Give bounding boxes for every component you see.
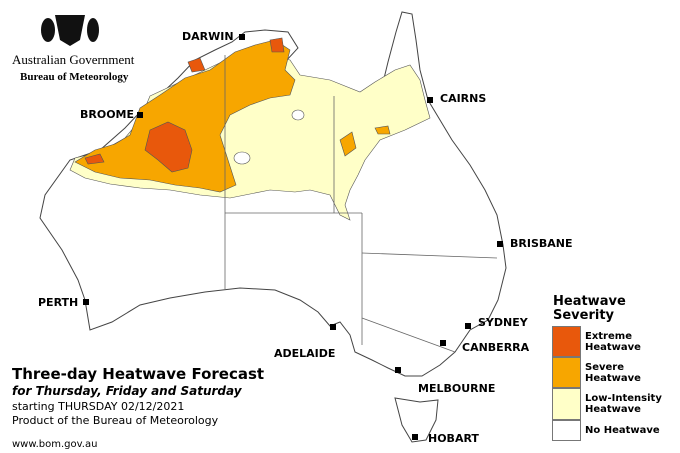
border <box>361 317 456 353</box>
bureau-name: Bureau of Meteorology <box>20 71 129 83</box>
city-label: BROOME <box>80 108 135 121</box>
legend-label: Extreme Heatwave <box>585 331 641 353</box>
city-marker <box>427 97 433 103</box>
city-label: PERTH <box>38 296 79 309</box>
city-marker <box>440 340 446 346</box>
legend-title: Heatwave Severity <box>553 294 626 323</box>
clear-patch <box>291 109 305 121</box>
city-label: HOBART <box>428 432 479 445</box>
city-marker <box>412 434 418 440</box>
city-marker <box>395 367 401 373</box>
legend-swatch <box>552 420 581 441</box>
city-label: BRISBANE <box>510 237 573 250</box>
caption-title: Three-day Heatwave Forecast <box>12 365 265 383</box>
city-marker <box>330 324 336 330</box>
caption-credit: Product of the Bureau of Meteorology <box>12 414 219 427</box>
legend-label: Low-Intensity Heatwave <box>585 393 662 415</box>
city-marker <box>137 112 143 118</box>
border <box>361 252 498 259</box>
caption-date: starting THURSDAY 02/12/2021 <box>12 400 185 413</box>
city-label: CAIRNS <box>440 92 487 105</box>
extreme-area <box>144 121 193 173</box>
city-marker <box>465 323 471 329</box>
city-label: SYDNEY <box>478 316 528 329</box>
severe-area <box>374 125 391 135</box>
extreme-area <box>84 153 105 165</box>
city-marker <box>83 299 89 305</box>
legend-swatch <box>552 388 581 420</box>
government-name: Australian Government <box>12 52 135 67</box>
tasmania <box>394 397 439 443</box>
legend-label: Severe Heatwave <box>585 362 641 384</box>
city-label: DARWIN <box>182 30 234 43</box>
city-label: MELBOURNE <box>418 382 496 395</box>
city-marker <box>239 34 245 40</box>
clear-patch <box>233 151 251 165</box>
city-label: ADELAIDE <box>274 347 336 360</box>
crest <box>41 15 99 46</box>
severe-area <box>339 131 357 157</box>
state-borders <box>224 55 498 353</box>
extreme-area <box>187 57 206 73</box>
url: www.bom.gov.au <box>12 439 98 450</box>
legend-label: No Heatwave <box>585 425 660 436</box>
legend-swatch <box>552 326 581 357</box>
extreme-area <box>269 37 285 53</box>
legend-swatch <box>552 357 581 388</box>
city-label: CANBERRA <box>462 341 530 354</box>
city-marker <box>497 241 503 247</box>
caption-subtitle: for Thursday, Friday and Saturday <box>12 384 242 398</box>
